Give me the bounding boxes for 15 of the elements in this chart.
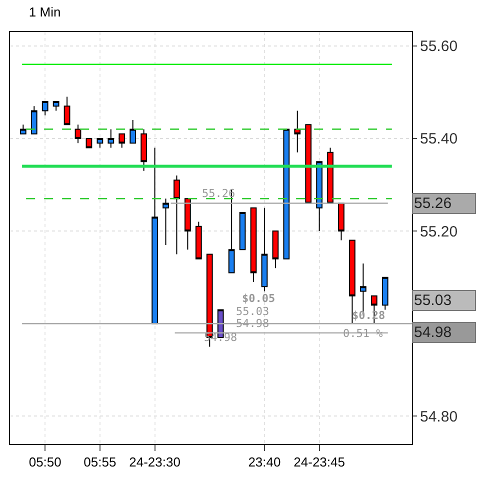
ref-line-label: 54.98: [414, 324, 452, 341]
ref-line-label: 55.26: [414, 195, 452, 212]
x-tick-label: 23:40: [248, 454, 281, 470]
annotation: 55.03: [236, 305, 270, 318]
y-tick-label: 55.60: [420, 38, 458, 56]
y-tick-label: 55.20: [420, 223, 458, 240]
text: 55.03: [414, 292, 452, 309]
y-tick-label: 55.40: [420, 130, 458, 148]
x-tick-label: 05:50: [28, 454, 62, 470]
x-tick-label: 24-23:45: [294, 454, 345, 470]
chart-title: 1 Min: [28, 4, 61, 20]
annotation: $0.05: [242, 292, 276, 305]
y-tick-label: 54.80: [420, 408, 458, 426]
x-tick-label: 05:55: [84, 454, 116, 470]
x-tick-label: 24-23:30: [129, 454, 180, 470]
